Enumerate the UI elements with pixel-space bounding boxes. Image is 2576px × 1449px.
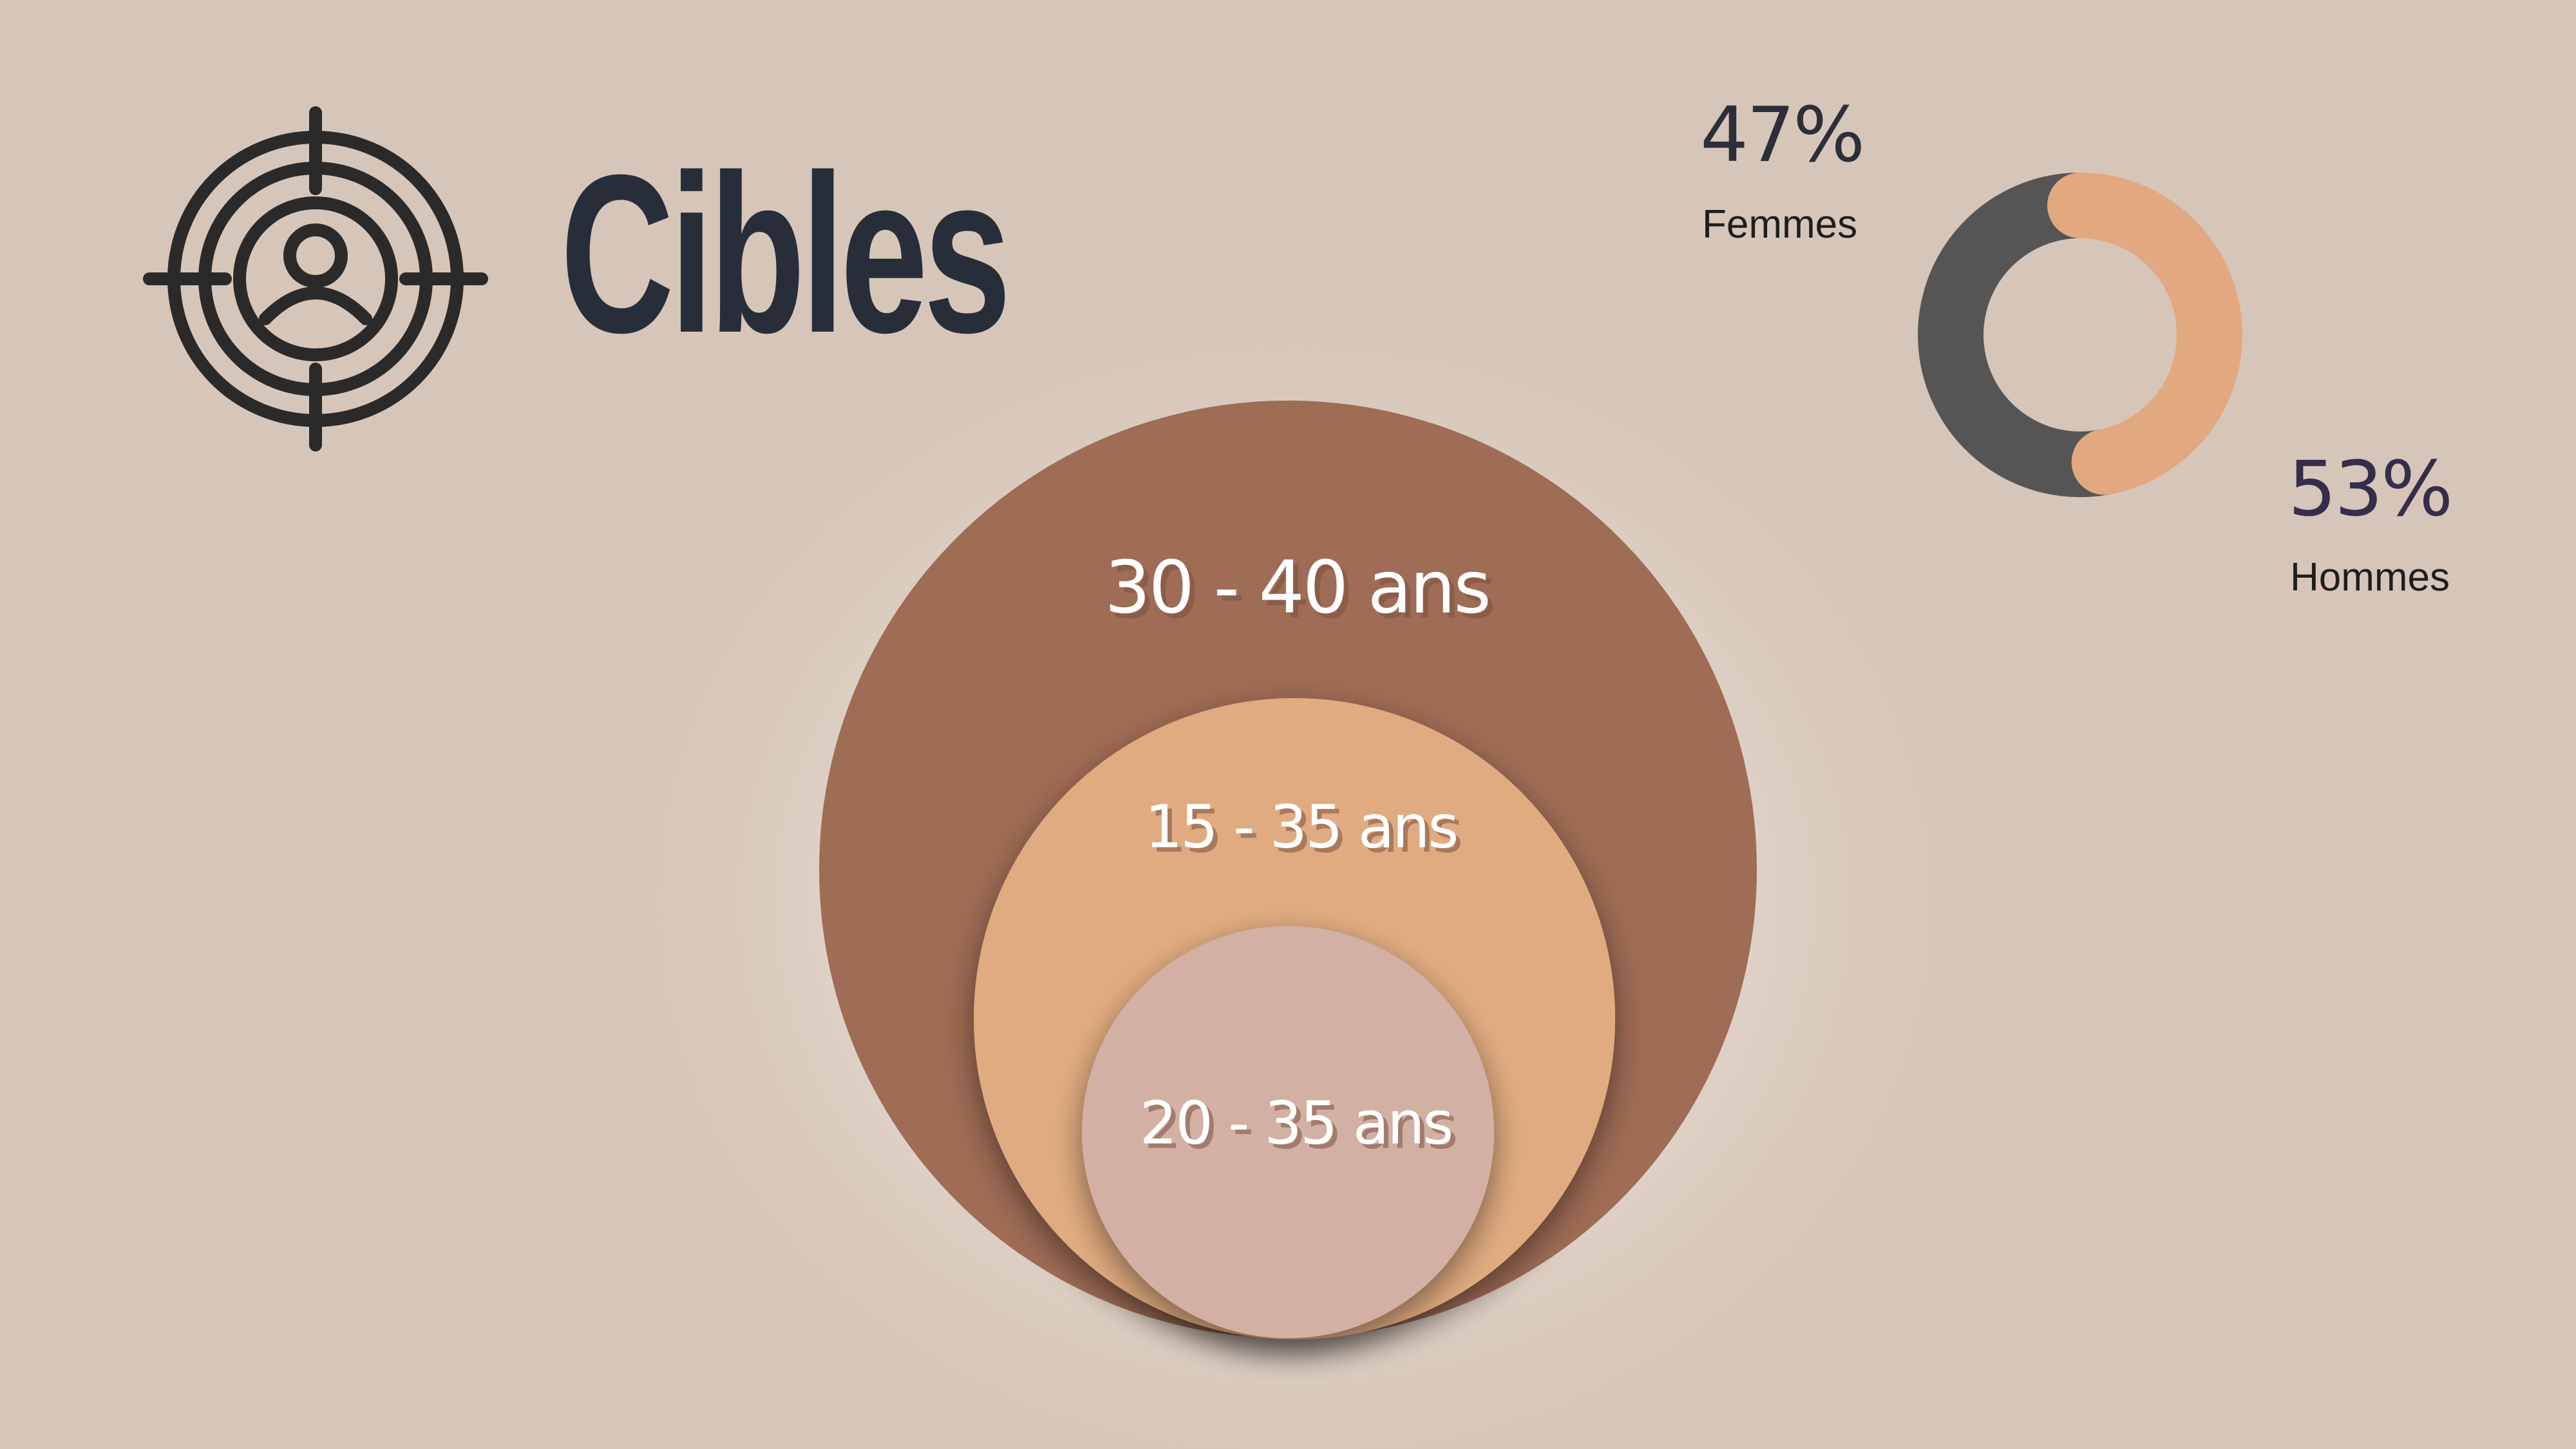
page-title: Cibles xyxy=(560,128,1011,380)
donut-slice-femmes xyxy=(2047,173,2242,495)
age-label-inner-shadow: 20 - 35 ans xyxy=(1144,1093,1457,1162)
femmes-percentage: 47% xyxy=(1700,90,1865,179)
age-label-middle-shadow: 15 - 35 ans xyxy=(1150,797,1462,866)
hommes-label: Hommes xyxy=(2290,555,2450,600)
gender-donut-chart xyxy=(1918,173,2242,497)
donut-slice-hommes xyxy=(1918,173,2111,497)
target-person-icon xyxy=(143,106,488,451)
hommes-percentage: 53% xyxy=(2288,444,2453,533)
age-label-outer-shadow: 30 - 40 ans xyxy=(1110,551,1494,635)
age-label-inner: 20 - 35 ans xyxy=(1140,1088,1452,1157)
inner-age-circle xyxy=(1082,926,1494,1338)
femmes-label: Femmes xyxy=(1702,202,1858,247)
age-label-outer: 30 - 40 ans xyxy=(1104,546,1489,630)
age-label-middle: 15 - 35 ans xyxy=(1145,792,1457,861)
